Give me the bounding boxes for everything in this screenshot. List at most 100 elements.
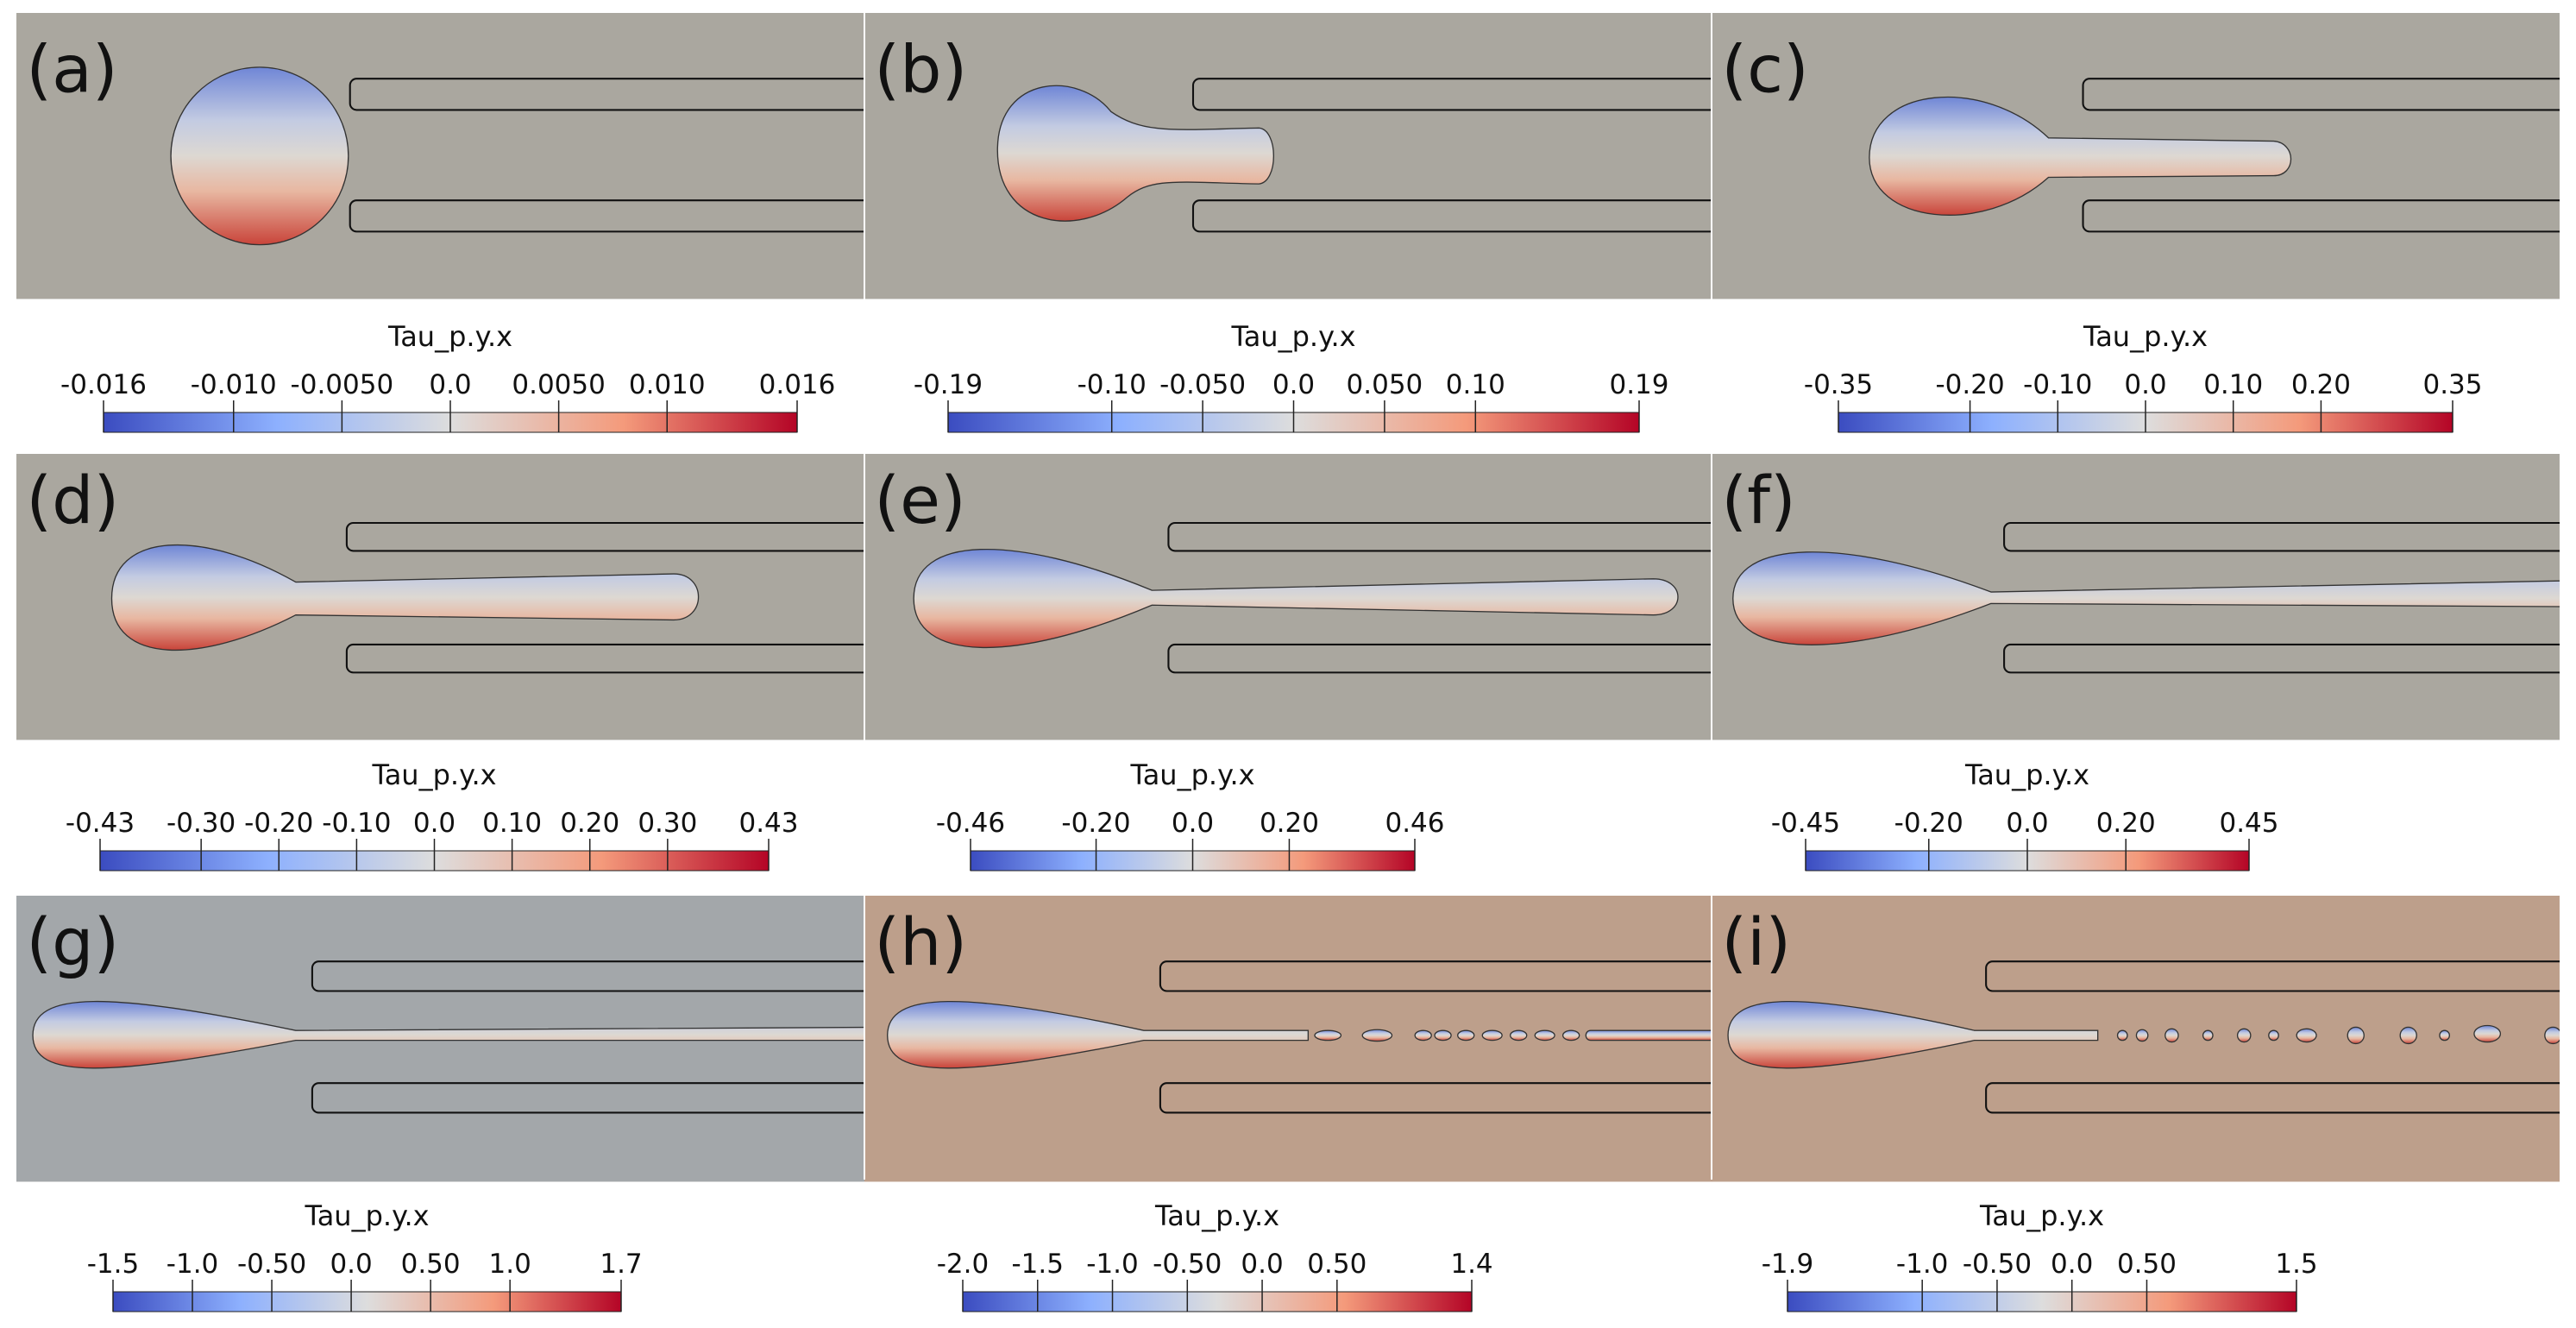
- colorbar-tick-label: 0.0050: [512, 369, 605, 400]
- panel: (g): [16, 896, 864, 1182]
- panel-label: (i): [1721, 903, 1791, 980]
- panel-label: (c): [1721, 30, 1808, 107]
- panel: (b): [864, 13, 1712, 299]
- colorbar-tick-label: 0.0: [1241, 1249, 1283, 1280]
- colorbar-tick-label: 0.46: [1385, 808, 1444, 839]
- colorbar-tick-label: 0.45: [2219, 808, 2278, 839]
- colorbar-title: Tau_p.y.x: [2083, 320, 2208, 353]
- channel-wall: [1985, 960, 2560, 992]
- channel-wall: [1159, 960, 1712, 992]
- panel: (c): [1712, 13, 2560, 299]
- panel: (d): [16, 454, 864, 740]
- colorbar-tick-label: 0.0: [413, 808, 456, 839]
- channel-wall: [2082, 78, 2560, 111]
- colorbar-tick-label: -0.10: [1078, 369, 1147, 400]
- panel-label: (e): [874, 462, 965, 538]
- colorbar-title: Tau_p.y.x: [304, 1199, 429, 1232]
- droplet: [887, 1000, 1310, 1069]
- droplet: [913, 549, 1679, 648]
- droplet: [1727, 1000, 2099, 1069]
- channel-wall: [1985, 1082, 2560, 1114]
- colorbar-tick-label: 0.19: [1609, 369, 1668, 400]
- colorbar-tick-label: 0.10: [482, 808, 542, 839]
- colorbar-tick-label: 0.10: [1446, 369, 1505, 400]
- colorbar-tick-label: -0.43: [66, 808, 135, 839]
- colorbar-tick-label: 0.20: [560, 808, 619, 839]
- panel: (a): [16, 13, 864, 299]
- colorbar-tick-label: -0.46: [936, 808, 1005, 839]
- colorbar-tick-label: 0.0: [330, 1249, 372, 1280]
- satellite-drops: [2116, 1024, 2560, 1045]
- panel: (e): [864, 454, 1712, 740]
- colorbar-tick-label: 0.43: [738, 808, 798, 839]
- colorbar-tick-label: 0.30: [638, 808, 697, 839]
- channel-wall: [349, 199, 864, 233]
- colorbar-tick-label: -0.30: [166, 808, 236, 839]
- panel-label: (d): [26, 462, 119, 538]
- colorbar-tick-label: -1.0: [166, 1249, 219, 1280]
- channel-wall: [311, 960, 864, 992]
- colorbar-tick-label: -0.20: [1894, 808, 1963, 839]
- colorbar-tick-label: 1.7: [600, 1249, 642, 1280]
- colorbar-title: Tau_p.y.x: [387, 320, 512, 353]
- panel-label: (h): [874, 903, 967, 980]
- droplet: [1869, 96, 2292, 216]
- channel-wall: [349, 78, 864, 111]
- colorbar-tick-label: 0.010: [629, 369, 706, 400]
- panel-label: (a): [26, 30, 117, 107]
- colorbar-tick-label: -0.10: [2023, 369, 2092, 400]
- colorbar-tick-label: 1.0: [489, 1249, 531, 1280]
- panel: (i): [1712, 896, 2560, 1182]
- colorbar-tick-label: -0.10: [322, 808, 391, 839]
- colorbar-tick-label: 0.35: [2422, 369, 2482, 400]
- channel-wall: [311, 1082, 864, 1114]
- colorbar-tick-label: 0.50: [401, 1249, 461, 1280]
- colorbar-tick-label: 0.20: [2291, 369, 2351, 400]
- colorbar: [1787, 1291, 2297, 1312]
- colorbar-tick-label: -0.016: [60, 369, 147, 400]
- channel-wall: [1159, 1082, 1712, 1114]
- colorbar-title: Tau_p.y.x: [371, 758, 496, 791]
- channel-wall: [345, 643, 864, 674]
- panel: (f): [1712, 454, 2560, 740]
- colorbar-tick-label: 0.0: [2051, 1249, 2093, 1280]
- channel-wall: [1167, 643, 1712, 674]
- colorbar-tick-label: 0.0: [2124, 369, 2166, 400]
- panel-label: (b): [874, 30, 967, 107]
- colorbar-title: Tau_p.y.x: [1230, 320, 1355, 353]
- colorbar-tick-label: 0.0: [429, 369, 471, 400]
- colorbar-tick-label: -1.5: [1012, 1249, 1065, 1280]
- channel-wall: [345, 521, 864, 552]
- colorbar-tick-label: 1.4: [1450, 1249, 1492, 1280]
- satellite-drops: [1314, 1029, 1712, 1042]
- channel-wall: [1191, 78, 1712, 111]
- colorbar-tick-label: -1.5: [87, 1249, 140, 1280]
- colorbar: [112, 1291, 622, 1312]
- colorbar-tick-label: 0.50: [2117, 1249, 2177, 1280]
- panel-background: [16, 13, 864, 299]
- colorbar-tick-label: 1.5: [2275, 1249, 2317, 1280]
- colorbar-tick-label: -0.20: [244, 808, 313, 839]
- colorbar-tick-label: -0.45: [1771, 808, 1840, 839]
- colorbar: [962, 1291, 1473, 1312]
- colorbar-tick-label: -0.20: [1935, 369, 2004, 400]
- colorbar-tick-label: -0.50: [1153, 1249, 1222, 1280]
- panel-label: (g): [26, 903, 119, 980]
- colorbar-tick-label: -0.0050: [291, 369, 394, 400]
- droplet: [1732, 551, 2560, 645]
- colorbar-tick-label: 0.0: [1272, 369, 1315, 400]
- colorbar-tick-label: -0.35: [1804, 369, 1873, 400]
- colorbar-tick-label: -0.050: [1159, 369, 1246, 400]
- droplet: [32, 1000, 864, 1069]
- colorbar-tick-label: -0.50: [1963, 1249, 2032, 1280]
- colorbar-title: Tau_p.y.x: [1154, 1199, 1279, 1232]
- channel-wall: [1167, 521, 1712, 552]
- colorbar-tick-label: -0.20: [1061, 808, 1130, 839]
- colorbar-tick-label: -0.19: [914, 369, 983, 400]
- colorbar-tick-label: -1.9: [1762, 1249, 1814, 1280]
- channel-wall: [2003, 643, 2560, 674]
- droplet: [110, 544, 700, 651]
- colorbar-tick-label: -1.0: [1086, 1249, 1139, 1280]
- colorbar-title: Tau_p.y.x: [1964, 758, 2089, 791]
